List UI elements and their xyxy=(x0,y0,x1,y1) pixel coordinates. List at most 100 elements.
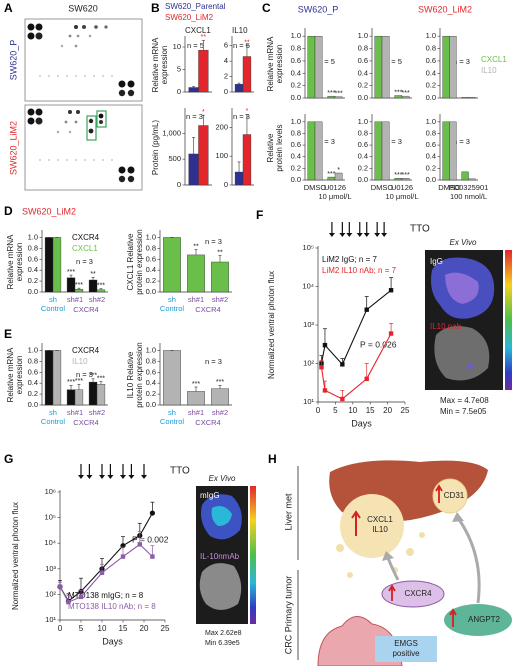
status-box xyxy=(375,636,437,662)
bar xyxy=(242,134,252,186)
factor-label: IL10 xyxy=(372,525,388,534)
panel-label: C xyxy=(262,1,271,15)
blot-dot xyxy=(84,75,86,77)
significance: *** xyxy=(75,282,83,289)
y-tick-label: 0.6 xyxy=(28,367,38,376)
arrow-head xyxy=(382,551,394,561)
x-tick-label: Control xyxy=(160,304,185,313)
y-tick-label: 1.0 xyxy=(426,31,436,40)
arrow-head xyxy=(107,475,114,479)
y-axis-label: Relative mRNA xyxy=(151,37,160,92)
cell-dot xyxy=(406,548,414,556)
blot-dot xyxy=(75,159,77,161)
significance: *** xyxy=(97,283,105,290)
panel-label: F xyxy=(256,208,263,222)
significance: ** xyxy=(217,249,223,256)
y-tick-label: 10³ xyxy=(45,564,56,573)
x-tick-label: DMSO xyxy=(438,183,461,192)
flow-arrow xyxy=(386,557,400,581)
x-tick-label: 25 xyxy=(161,624,170,633)
y-tick-label: 0 xyxy=(224,180,228,189)
bar xyxy=(468,178,476,181)
arrow-head xyxy=(128,475,135,479)
x-tick-label: Control xyxy=(41,304,66,313)
endothelial-circle xyxy=(432,478,468,514)
significance: *** xyxy=(67,269,75,276)
x-tick-label: DMSO xyxy=(371,183,394,192)
y-tick-label: 0.0 xyxy=(28,400,38,409)
y-axis-label: Protein (pg/mL) xyxy=(151,120,160,175)
x-tick-label: sh xyxy=(49,408,57,417)
bar xyxy=(314,121,323,181)
highlight-box xyxy=(96,110,107,128)
bar xyxy=(52,237,62,293)
bar xyxy=(188,87,199,93)
y-tick-label: 0.6 xyxy=(291,140,301,149)
blot-dot xyxy=(48,75,50,77)
data-point xyxy=(137,542,142,547)
significance: *** xyxy=(216,379,224,386)
bar xyxy=(234,84,244,93)
y-tick-label: 0.4 xyxy=(291,152,301,161)
blot-dot xyxy=(76,34,80,38)
bar xyxy=(52,350,62,406)
y-axis-label: protein levels xyxy=(275,124,284,171)
sample-size: n = 3 xyxy=(385,137,402,146)
x-tick-label: 0 xyxy=(316,406,321,415)
legend-entry: CXCR4 xyxy=(72,346,100,355)
y-tick-label: 10⁴ xyxy=(302,281,314,290)
row-label: SW620_LiM2 xyxy=(8,121,18,175)
y-tick-label: 0.4 xyxy=(426,152,436,161)
up-arrow xyxy=(388,584,396,601)
side-label: CRC Primary tumor xyxy=(283,576,293,655)
data-point xyxy=(388,331,394,336)
blot-dot xyxy=(57,75,59,77)
x-tick-label: Control xyxy=(41,417,66,426)
significance: *** xyxy=(97,375,105,382)
blot-frame xyxy=(24,18,143,102)
bar xyxy=(74,289,84,293)
arrow-head xyxy=(346,233,353,237)
bar xyxy=(461,97,469,99)
bar xyxy=(163,350,181,406)
mechanism-diagram xyxy=(297,460,512,666)
blot-dot xyxy=(66,159,68,161)
arrow-head xyxy=(381,233,388,237)
blot-dot xyxy=(35,32,43,40)
data-point xyxy=(340,396,345,402)
bar xyxy=(163,237,181,293)
panel-label: B xyxy=(151,1,160,15)
bar xyxy=(449,35,457,99)
blot-dot xyxy=(74,44,78,48)
blot-dot xyxy=(39,75,41,77)
panel-label: G xyxy=(4,452,13,466)
tissue-blob xyxy=(199,563,242,610)
blot-dot xyxy=(118,80,126,88)
blot-dot xyxy=(88,118,94,124)
y-axis-label: Relative xyxy=(266,133,275,162)
y-tick-label: 0.8 xyxy=(358,44,368,53)
blot-dot xyxy=(88,128,94,134)
y-tick-label: 0.0 xyxy=(146,287,156,296)
legend-entry: CXCL1 xyxy=(72,244,98,253)
image-label: IgG xyxy=(430,257,443,266)
y-tick-label: 4 xyxy=(224,56,228,65)
x-tick-label: 20 xyxy=(383,406,392,415)
data-point xyxy=(388,288,394,293)
y-tick-label: 10³ xyxy=(303,320,314,329)
y-tick-label: 0.8 xyxy=(291,44,301,53)
arrow-head xyxy=(374,233,381,237)
bar xyxy=(66,389,76,406)
legend-entry: SW620_LiM2 xyxy=(165,13,214,22)
y-tick-label: 1.0 xyxy=(426,117,436,126)
y-tick-label: 500 xyxy=(168,154,181,163)
bar xyxy=(442,121,450,181)
data-point xyxy=(99,570,105,575)
legend-entry: IL10 xyxy=(72,357,88,366)
y-tick-label: 0.0 xyxy=(291,175,301,184)
row-label: SW620_P xyxy=(8,40,18,81)
x-tick-label: 10 μmol/L xyxy=(318,192,351,201)
bar xyxy=(44,350,54,406)
x-tick-label: sh#2 xyxy=(89,295,105,304)
arrow-head xyxy=(452,512,464,522)
